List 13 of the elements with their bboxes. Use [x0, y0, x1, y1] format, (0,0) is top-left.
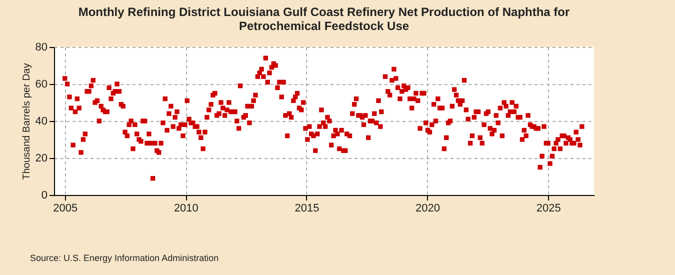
y-tick-label: 80 — [35, 42, 48, 54]
source-note: Source: U.S. Energy Information Administration — [30, 253, 219, 263]
x-tick-label: 2020 — [416, 202, 440, 214]
y-tick-label: 20 — [35, 152, 48, 164]
x-tick-label: 2005 — [53, 202, 78, 214]
chart-title: Monthly Refining District Louisiana Gulf Coast Refinery Net Production of Naphtha for Petrochemical Feedstock Use — [78, 5, 570, 33]
x-tick-label: 2010 — [174, 202, 198, 214]
x-tick-label: 2015 — [294, 202, 320, 214]
y-axis-title: Thousand Barrels per Day — [21, 63, 32, 180]
y-tick-label: 0 — [41, 190, 48, 202]
y-tick-label: 40 — [35, 116, 48, 128]
y-tick-label: 60 — [35, 78, 48, 90]
x-tick-label: 2025 — [536, 202, 561, 214]
